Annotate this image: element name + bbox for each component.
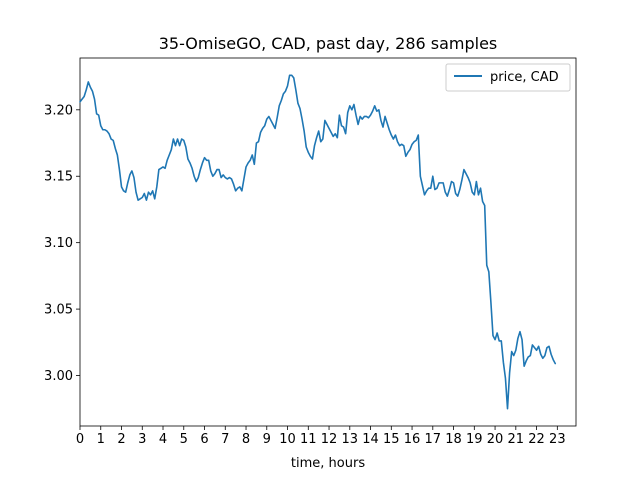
series-line-0 [79,74,557,410]
x-tick-label: 19 [466,432,483,447]
y-tick-label: 3.00 [44,369,73,384]
y-tick-label: 3.05 [44,303,73,318]
x-tick-label: 10 [279,432,296,447]
x-tick-label: 12 [321,432,338,447]
legend-entry-label: price, CAD [490,70,559,85]
plot-area-frame [79,57,577,427]
x-tick-label: 17 [425,432,442,447]
x-tick-label: 21 [508,432,525,447]
x-tick-label: 13 [342,432,359,447]
x-tick-label: 18 [445,432,462,447]
chart-title: 35-OmiseGO, CAD, past day, 286 samples [159,34,498,53]
x-axis: 0 1 2 3 4 5 6 7 8 9 10 11 12 13 14 15 16 17 18 19 20 21 22 23 [76,426,566,447]
x-tick-label: 23 [549,432,566,447]
x-tick-label: 20 [487,432,504,447]
x-tick-label: 22 [528,432,545,447]
x-tick-label: 8 [242,432,250,447]
x-tick-label: 1 [97,432,105,447]
legend-box [445,63,571,92]
y-axis: 3.00 3.05 3.10 3.15 3.20 [44,103,80,384]
x-tick-label: 9 [263,432,271,447]
x-tick-label: 6 [200,432,208,447]
x-tick-label: 11 [300,432,317,447]
x-tick-label: 4 [159,432,167,447]
series-layer [79,74,557,410]
x-tick-label: 15 [383,432,400,447]
x-axis-label: time, hours [291,456,365,471]
y-tick-label: 3.10 [44,236,73,251]
x-tick-label: 0 [76,432,84,447]
x-tick-label: 14 [362,432,379,447]
x-tick-label: 2 [117,432,125,447]
x-tick-label: 3 [138,432,146,447]
x-tick-label: 16 [404,432,421,447]
x-tick-label: 7 [221,432,229,447]
y-tick-label: 3.15 [44,170,73,185]
x-tick-label: 5 [180,432,188,447]
legend: price, CAD [445,63,571,92]
y-tick-label: 3.20 [44,103,73,118]
